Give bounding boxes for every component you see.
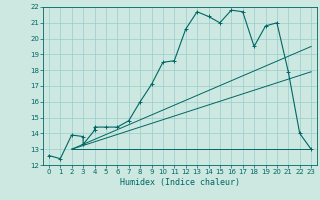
X-axis label: Humidex (Indice chaleur): Humidex (Indice chaleur)	[120, 178, 240, 187]
